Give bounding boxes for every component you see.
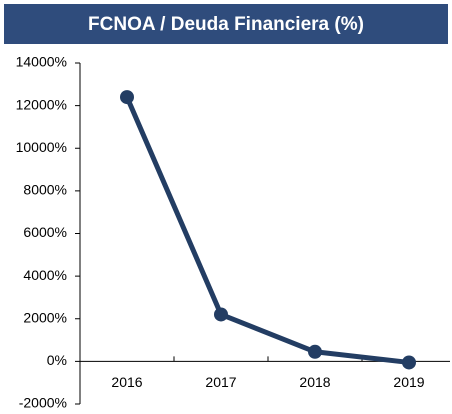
y-tick-label: 14000% <box>16 54 67 70</box>
x-tick-label: 2016 <box>111 374 142 390</box>
marker <box>214 307 228 322</box>
marker <box>308 344 322 359</box>
x-tick-label: 2017 <box>205 374 236 390</box>
marker <box>402 355 416 370</box>
x-tick-label: 2018 <box>299 374 330 390</box>
line <box>124 96 410 365</box>
y-tick-label: 4000% <box>23 267 67 283</box>
chart-title: FCNOA / Deuda Financiera (%) <box>88 14 364 35</box>
marker <box>120 90 134 105</box>
y-tick-label: 12000% <box>16 96 67 112</box>
y-tick-label: 10000% <box>16 139 67 155</box>
title-banner <box>4 4 448 44</box>
y-tick-label: -2000% <box>19 395 67 411</box>
y-tick-label: 8000% <box>23 182 67 198</box>
y-tick-label: 2000% <box>23 309 67 325</box>
x-tick-label: 2019 <box>393 374 424 390</box>
y-tick-label: 6000% <box>23 224 67 240</box>
y-tick-label: 0% <box>47 352 67 368</box>
